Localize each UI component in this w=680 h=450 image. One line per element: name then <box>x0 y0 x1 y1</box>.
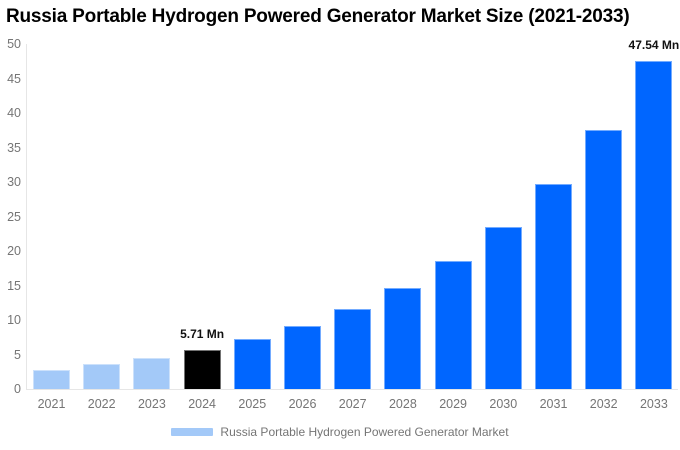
y-tick-label-35: 35 <box>7 140 21 155</box>
bar-2025[interactable] <box>233 339 271 389</box>
bar-2023[interactable] <box>133 357 171 389</box>
y-tick-label-30: 30 <box>7 175 21 189</box>
legend-swatch <box>171 428 214 436</box>
y-axis-line <box>26 44 27 389</box>
x-tick-label-2024: 2024 <box>188 397 216 411</box>
x-tick-label-2023: 2023 <box>137 397 166 411</box>
bar-2031[interactable] <box>535 184 572 389</box>
y-tick-label-0: 0 <box>14 382 21 396</box>
y-tick-label-40: 40 <box>7 106 21 120</box>
y-tick-label-50: 50 <box>7 37 21 51</box>
legend-label: Russia Portable Hydrogen Powered Generat… <box>220 425 509 439</box>
y-tick-label-10: 10 <box>7 313 21 327</box>
bar-2033[interactable] <box>635 60 673 389</box>
x-axis-line <box>26 389 678 390</box>
bar-2029[interactable] <box>434 261 472 389</box>
x-tick-label-2031: 2031 <box>539 397 568 411</box>
x-tick-label-2027: 2027 <box>338 397 367 411</box>
y-tick-label-15: 15 <box>7 278 21 293</box>
y-tick-label-25: 25 <box>7 209 21 224</box>
bar-2022[interactable] <box>83 364 121 389</box>
bar-2026[interactable] <box>284 325 321 389</box>
x-tick-label-2026: 2026 <box>288 397 317 411</box>
x-tick-label-2021: 2021 <box>37 397 66 411</box>
bar-2021[interactable] <box>33 369 70 389</box>
value-label-2024: 5.71 Mn <box>180 326 225 341</box>
bar-2032[interactable] <box>585 129 623 389</box>
y-tick-label-20: 20 <box>7 244 21 258</box>
x-tick-label-2028: 2028 <box>388 397 417 411</box>
y-tick-label-5: 5 <box>14 347 21 362</box>
bar-2024[interactable] <box>183 349 221 389</box>
bar-2027[interactable] <box>334 309 372 389</box>
x-tick-label-2030: 2030 <box>489 397 518 411</box>
chart-title: Russia Portable Hydrogen Powered Generat… <box>6 6 630 27</box>
x-tick-label-2029: 2029 <box>439 397 467 411</box>
y-tick-label-45: 45 <box>7 71 21 86</box>
x-tick-label-2032: 2032 <box>589 397 618 411</box>
bar-2028[interactable] <box>384 287 422 389</box>
value-label-2033: 47.54 Mn <box>628 37 680 52</box>
bar-2030[interactable] <box>484 227 522 389</box>
x-tick-label-2033: 2033 <box>639 397 668 411</box>
x-tick-label-2022: 2022 <box>87 397 116 411</box>
legend[interactable]: Russia Portable Hydrogen Powered Generat… <box>0 425 680 439</box>
x-tick-label-2025: 2025 <box>238 397 267 411</box>
